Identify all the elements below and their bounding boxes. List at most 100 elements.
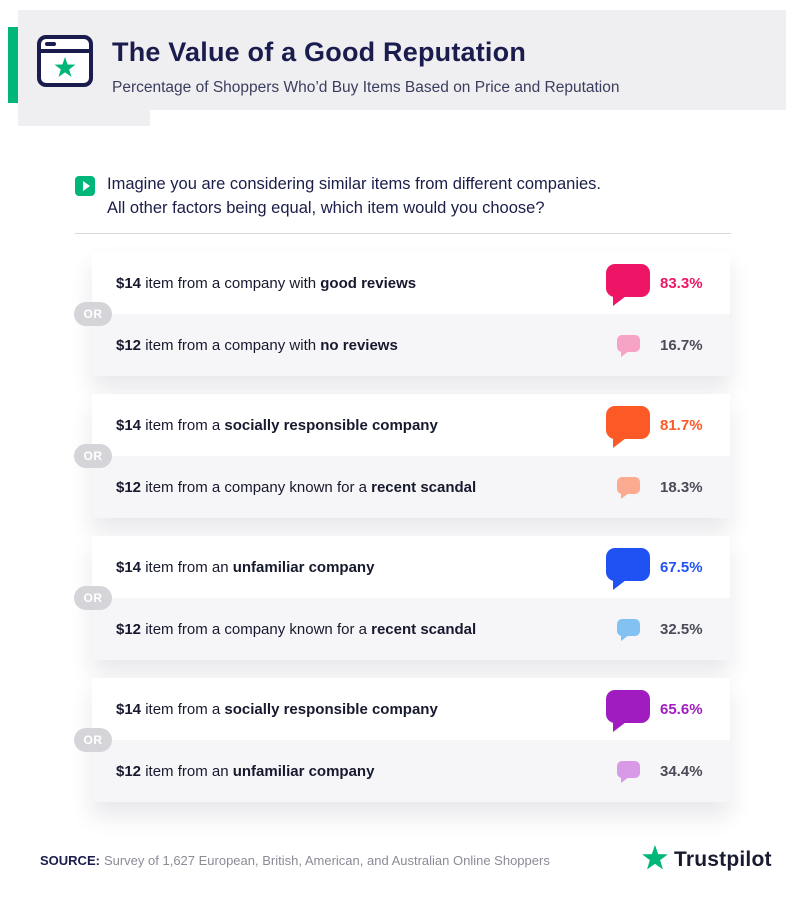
comparison-card: $14 item from a socially responsible com…	[92, 678, 730, 802]
option-highlight: no reviews	[320, 336, 398, 354]
option-highlight: unfamiliar company	[232, 762, 375, 780]
option-mid: item from an	[141, 762, 233, 780]
option-text: $12 item from an unfamiliar company	[116, 763, 596, 780]
or-badge: OR	[74, 444, 112, 468]
option-row-bottom: $12 item from an unfamiliar company 34.4…	[92, 740, 730, 802]
percentage-value: 65.6%	[660, 700, 703, 718]
browser-window-star-icon	[36, 33, 94, 94]
option-mid: item from a	[141, 700, 225, 718]
page-subtitle: Percentage of Shoppers Who’d Buy Items B…	[112, 79, 620, 96]
question-text: Imagine you are considering similar item…	[107, 172, 601, 220]
percentage-value: 67.5%	[660, 558, 703, 576]
percentage-value: 18.3%	[660, 478, 703, 496]
or-label: OR	[83, 591, 103, 605]
option-mid: item from a company known for a	[141, 478, 372, 496]
source-text: Survey of 1,627 European, British, Ameri…	[103, 853, 550, 868]
divider	[75, 233, 731, 234]
option-row-top: $14 item from a socially responsible com…	[92, 394, 730, 456]
header-band	[18, 10, 786, 110]
or-badge: OR	[74, 586, 112, 610]
option-text: $14 item from a company with good review…	[116, 275, 596, 292]
speech-bubble-icon	[606, 406, 650, 448]
option-text: $12 item from a company known for a rece…	[116, 621, 596, 638]
option-amount: $14	[116, 274, 142, 292]
option-text: $14 item from a socially responsible com…	[116, 417, 596, 434]
speech-bubble-icon	[616, 761, 640, 783]
speech-bubble-icon	[616, 477, 640, 499]
option-row-top: $14 item from a socially responsible com…	[92, 678, 730, 740]
speech-bubble-icon	[606, 548, 650, 590]
play-icon	[75, 176, 95, 196]
option-mid: item from a company known for a	[141, 620, 372, 638]
option-amount: $12	[116, 762, 142, 780]
option-text: $12 item from a company known for a rece…	[116, 479, 596, 496]
speech-bubble-icon	[606, 264, 650, 306]
header-accent-bar	[8, 27, 18, 103]
option-amount: $12	[116, 336, 142, 354]
option-mid: item from a company with	[141, 336, 321, 354]
trustpilot-star-icon	[641, 844, 669, 876]
percentage-value: 34.4%	[660, 762, 703, 780]
trustpilot-logo: Trustpilot	[641, 844, 772, 876]
option-highlight: good reviews	[320, 274, 417, 292]
bubble-column	[596, 619, 660, 641]
percentage-value: 16.7%	[660, 336, 703, 354]
option-amount: $12	[116, 478, 142, 496]
comparison-group-1: OR $14 item from a company with good rev…	[74, 252, 731, 376]
option-amount: $12	[116, 620, 142, 638]
option-amount: $14	[116, 416, 142, 434]
option-row-bottom: $12 item from a company with no reviews …	[92, 314, 730, 376]
or-label: OR	[83, 449, 103, 463]
bubble-column	[596, 690, 660, 732]
speech-bubble-icon	[616, 335, 640, 357]
bubble-column	[596, 264, 660, 306]
trustpilot-wordmark: Trustpilot	[674, 848, 772, 871]
header-tab	[18, 110, 150, 126]
option-text: $14 item from a socially responsible com…	[116, 701, 596, 718]
bubble-column	[596, 477, 660, 499]
option-text: $14 item from an unfamiliar company	[116, 559, 596, 576]
option-amount: $14	[116, 558, 142, 576]
bubble-column	[596, 548, 660, 590]
option-row-bottom: $12 item from a company known for a rece…	[92, 598, 730, 660]
comparison-group-3: OR $14 item from an unfamiliar company 6…	[74, 536, 731, 660]
option-row-top: $14 item from an unfamiliar company 67.5…	[92, 536, 730, 598]
option-text: $12 item from a company with no reviews	[116, 337, 596, 354]
question-line-1: Imagine you are considering similar item…	[107, 175, 601, 193]
option-highlight: recent scandal	[371, 620, 477, 638]
bubble-column	[596, 761, 660, 783]
source-note: SOURCE: Survey of 1,627 European, British…	[40, 853, 550, 868]
bubble-column	[596, 406, 660, 448]
comparison-group-4: OR $14 item from a socially responsible …	[74, 678, 731, 802]
page-title: The Value of a Good Reputation	[112, 37, 527, 67]
option-highlight: socially responsible company	[224, 700, 438, 718]
question-line-2: All other factors being equal, which ite…	[107, 199, 545, 217]
option-mid: item from a	[141, 416, 225, 434]
comparison-groups: OR $14 item from a company with good rev…	[74, 252, 731, 820]
option-highlight: recent scandal	[371, 478, 477, 496]
comparison-card: $14 item from a company with good review…	[92, 252, 730, 376]
option-row-bottom: $12 item from a company known for a rece…	[92, 456, 730, 518]
percentage-value: 32.5%	[660, 620, 703, 638]
percentage-value: 83.3%	[660, 274, 703, 292]
comparison-card: $14 item from an unfamiliar company 67.5…	[92, 536, 730, 660]
or-label: OR	[83, 733, 103, 747]
speech-bubble-icon	[616, 619, 640, 641]
option-row-top: $14 item from a company with good review…	[92, 252, 730, 314]
option-mid: item from an	[141, 558, 233, 576]
or-badge: OR	[74, 728, 112, 752]
option-amount: $14	[116, 700, 142, 718]
or-label: OR	[83, 307, 103, 321]
question: Imagine you are considering similar item…	[75, 172, 731, 220]
bubble-column	[596, 335, 660, 357]
comparison-card: $14 item from a socially responsible com…	[92, 394, 730, 518]
percentage-value: 81.7%	[660, 416, 703, 434]
speech-bubble-icon	[606, 690, 650, 732]
play-triangle-icon	[83, 181, 90, 191]
source-label: SOURCE:	[40, 853, 100, 868]
option-highlight: socially responsible company	[224, 416, 438, 434]
or-badge: OR	[74, 302, 112, 326]
option-highlight: unfamiliar company	[232, 558, 375, 576]
comparison-group-2: OR $14 item from a socially responsible …	[74, 394, 731, 518]
option-mid: item from a company with	[141, 274, 321, 292]
